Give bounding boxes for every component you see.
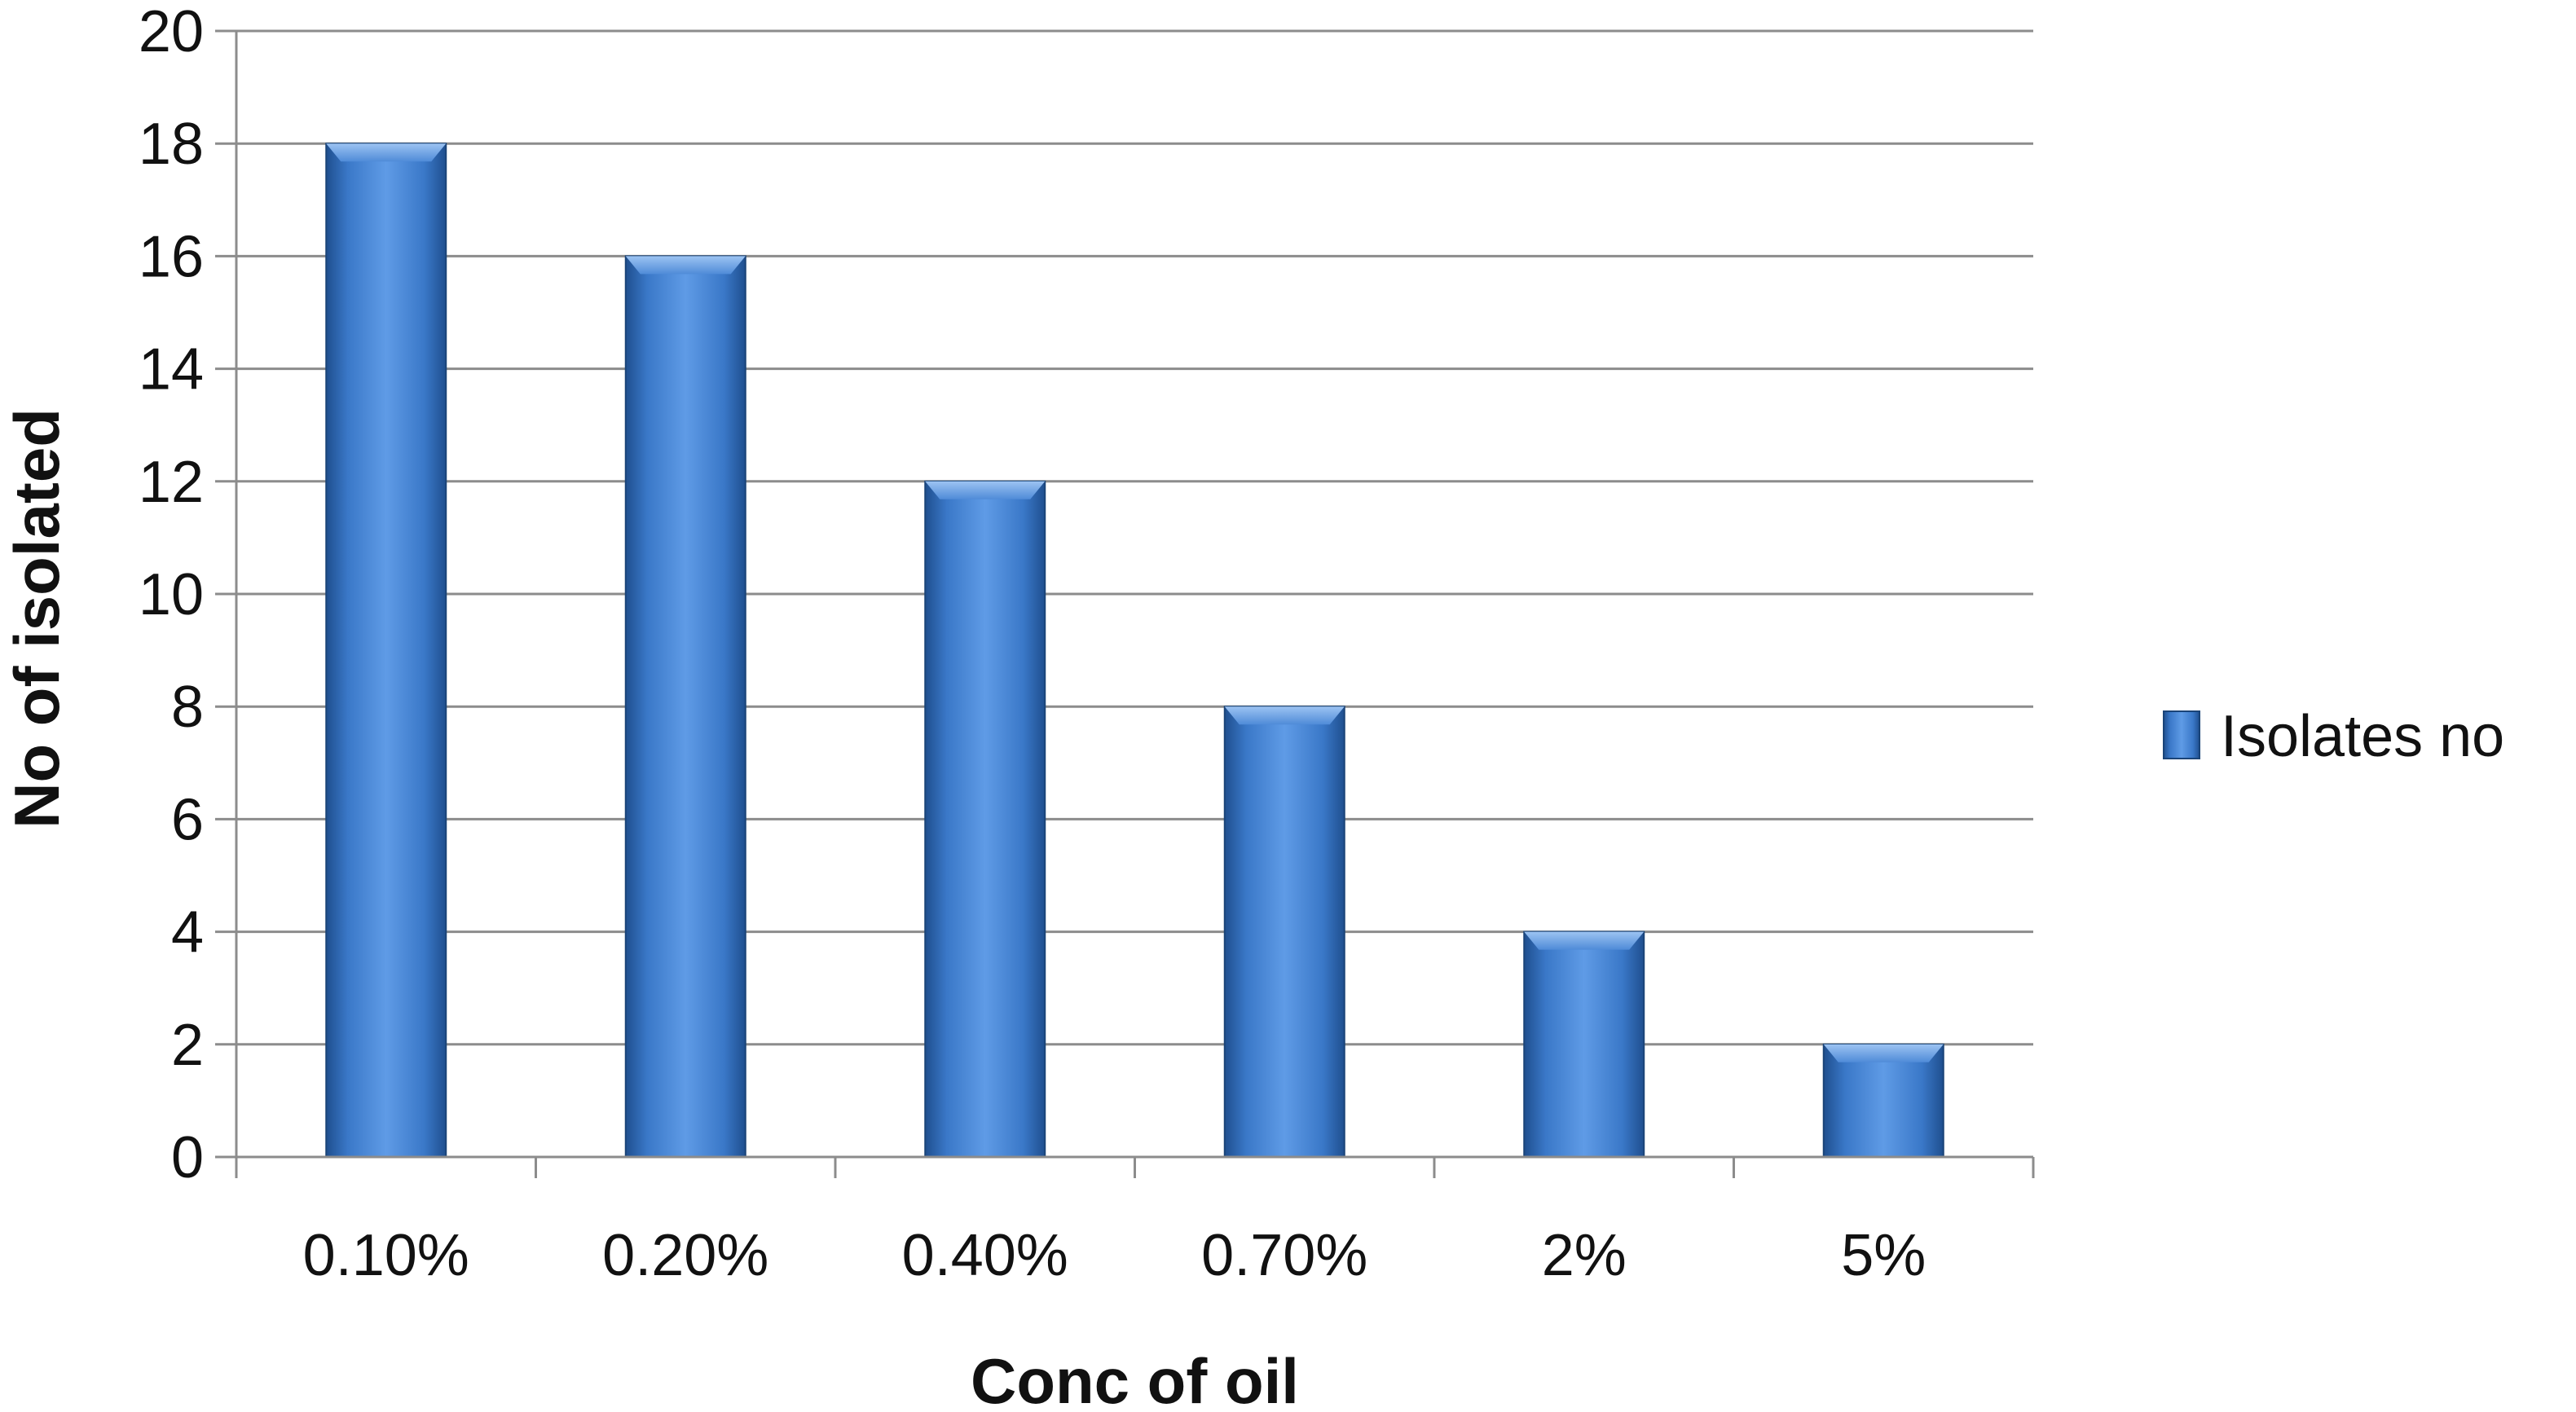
bars <box>325 143 1944 1159</box>
y-tick-label: 2 <box>171 1013 204 1078</box>
bar <box>924 480 1046 1158</box>
y-tick-label: 20 <box>139 0 204 64</box>
y-tick-label: 18 <box>139 112 204 177</box>
y-tick-label: 6 <box>171 787 204 852</box>
legend-swatch <box>2163 710 2200 759</box>
bar-body <box>1822 1043 1944 1159</box>
legend-label: Isolates no <box>2221 704 2504 769</box>
y-tick-label: 4 <box>171 900 204 966</box>
y-tick-label: 10 <box>139 562 204 627</box>
y-tick-label: 0 <box>171 1125 204 1190</box>
x-tick-label: 0.40% <box>902 1223 1068 1288</box>
x-tick-label: 0.70% <box>1201 1223 1367 1288</box>
y-tick-label: 8 <box>171 675 204 740</box>
y-tick-labels: 0 2 4 6 8 10 12 14 16 18 20 <box>139 0 204 1190</box>
bar-cap <box>1524 931 1645 950</box>
bar-body <box>1523 930 1645 1158</box>
x-tick-labels: 0.10% 0.20% 0.40% 0.70% 2% 5% <box>303 1223 1926 1288</box>
y-tick-label: 16 <box>139 224 204 289</box>
bar-cap <box>925 481 1046 499</box>
bar-cap <box>1823 1044 1944 1062</box>
bar-body <box>325 143 447 1159</box>
bar <box>1223 706 1345 1158</box>
gridlines <box>215 29 2035 1178</box>
bar <box>624 255 746 1158</box>
bar-body <box>1223 706 1345 1158</box>
bar <box>325 143 447 1159</box>
y-tick-label: 12 <box>139 450 204 515</box>
x-tick-label: 2% <box>1542 1223 1627 1288</box>
y-axis-title: No of isolated <box>1 408 73 829</box>
bar-body <box>924 480 1046 1158</box>
x-tick-label: 0.10% <box>303 1223 469 1288</box>
bar <box>1822 1043 1944 1159</box>
x-axis-title: Conc of oil <box>971 1345 1299 1412</box>
x-tick-label: 5% <box>1841 1223 1926 1288</box>
bar <box>1523 930 1645 1158</box>
y-tick-label: 14 <box>139 337 204 402</box>
bar-cap <box>625 256 746 275</box>
bar-body <box>624 255 746 1158</box>
bar-cap <box>326 143 447 162</box>
bar-cap <box>1224 706 1345 725</box>
legend: Isolates no <box>2163 704 2504 769</box>
x-tick-label: 0.20% <box>602 1223 768 1288</box>
